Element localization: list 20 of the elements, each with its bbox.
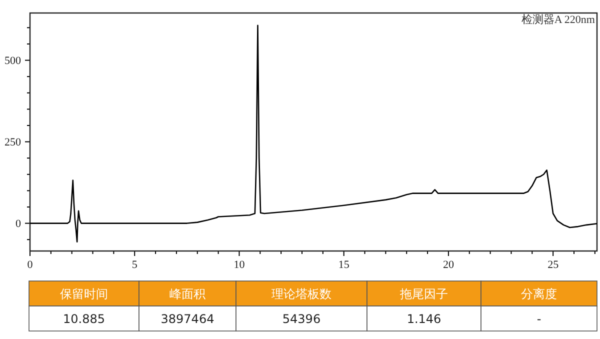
text: 峰面积 xyxy=(170,287,206,301)
text: 理论塔板数 xyxy=(272,287,332,301)
text: 分离度 xyxy=(521,287,557,301)
x-tick-label: 10 xyxy=(234,258,246,271)
y-tick-label: 0 xyxy=(16,218,22,230)
text: 54396 xyxy=(282,312,321,326)
x-tick-label: 20 xyxy=(442,258,454,271)
x-tick-label: 15 xyxy=(338,258,350,271)
text: 拖尾因子 xyxy=(399,287,448,301)
text: 10.885 xyxy=(63,312,105,326)
text: 3897464 xyxy=(160,312,214,326)
x-tick-label: 5 xyxy=(132,258,138,271)
y-tick-label: 250 xyxy=(4,136,22,148)
text: 保留时间 xyxy=(60,287,108,301)
y-tick-label: 500 xyxy=(4,54,22,67)
text: 1.146 xyxy=(406,312,442,326)
text: - xyxy=(536,312,542,326)
x-tick-label: 25 xyxy=(548,258,560,271)
x-tick-label: 0 xyxy=(27,258,34,271)
annotation: 检测器A 220nm xyxy=(521,14,596,26)
